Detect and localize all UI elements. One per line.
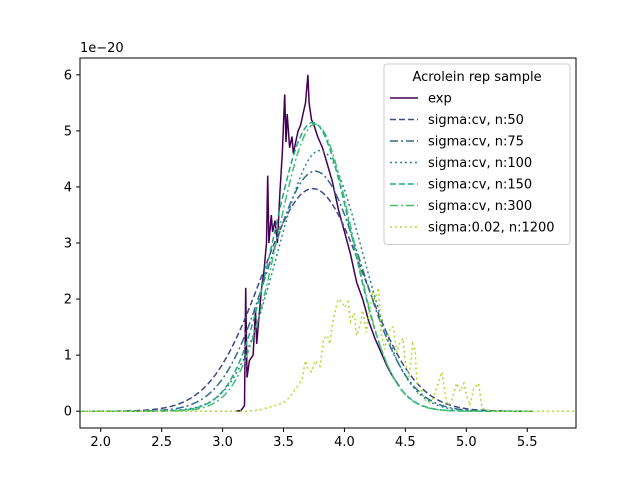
y-tick-label: 4 — [64, 180, 72, 195]
x-tick-label: 3.0 — [212, 435, 233, 450]
legend-label: sigma:cv, n:100 — [428, 156, 532, 171]
x-tick-label: 4.5 — [395, 435, 416, 450]
legend-box — [383, 63, 571, 245]
axes-layer: 2.0 2.5 3.0 3.5 4.0 4.5 5.0 5.5 0 1 2 3 4 5 6 — [64, 57, 577, 450]
legend-label: sigma:cv, n:50 — [428, 113, 524, 128]
y-offset-label: 1e−20 — [80, 41, 124, 56]
legend-label: exp — [428, 92, 452, 107]
x-tick-label: 5.0 — [456, 435, 477, 450]
legend-label: sigma:cv, n:150 — [428, 178, 532, 193]
x-tick-label: 5.5 — [517, 435, 538, 450]
y-tick-label: 6 — [64, 68, 72, 83]
x-tick-label: 2.5 — [151, 435, 172, 450]
x-tick-label: 2.0 — [90, 435, 111, 450]
series-layer — [80, 74, 576, 412]
series-line — [80, 187, 534, 412]
y-tick-label: 1 — [64, 349, 72, 364]
legend-label: sigma:0.02, n:1200 — [428, 221, 555, 236]
y-tick-label: 0 — [64, 405, 72, 420]
series-line — [80, 287, 576, 412]
legend: Acrolein rep sample exp sigma:cv, n:50 sigm… — [383, 63, 571, 245]
y-tick-label: 5 — [64, 124, 72, 139]
y-tick-label: 2 — [64, 293, 72, 308]
x-tick-label: 3.5 — [273, 435, 294, 450]
legend-label: sigma:cv, n:300 — [428, 199, 532, 214]
x-tick-label: 4.0 — [334, 435, 355, 450]
legend-title: Acrolein rep sample — [412, 70, 541, 85]
y-tick-label: 3 — [64, 237, 72, 252]
series-line — [234, 74, 400, 412]
legend-label: sigma:cv, n:75 — [428, 135, 524, 150]
